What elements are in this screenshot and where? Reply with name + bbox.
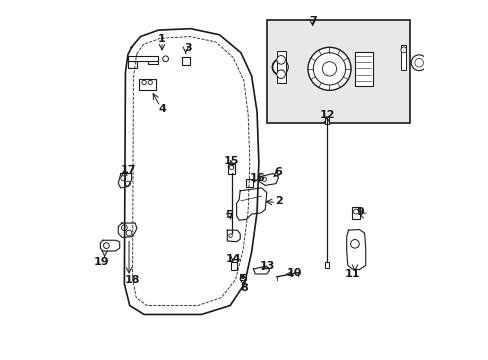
Polygon shape [236,188,266,220]
Bar [228,164,234,174]
Text: 11: 11 [345,269,360,279]
Text: 15: 15 [223,156,239,166]
Bar [324,117,328,124]
Text: 6: 6 [274,167,282,177]
Circle shape [276,70,285,78]
Bar [324,262,328,268]
Text: 18: 18 [124,275,140,285]
Circle shape [241,275,244,279]
Polygon shape [346,229,365,270]
Text: 17: 17 [120,165,136,175]
Text: 9: 9 [355,207,363,217]
Circle shape [276,55,285,64]
Text: 1: 1 [158,35,165,44]
Polygon shape [100,240,120,251]
Bar [400,45,406,70]
Polygon shape [118,223,137,237]
Circle shape [414,58,423,67]
Bar [354,51,372,86]
Bar [240,274,245,280]
Bar [266,21,409,123]
Bar [182,57,189,65]
Text: 19: 19 [93,257,109,267]
Text: 16: 16 [249,173,264,183]
Bar [139,79,156,90]
Polygon shape [259,174,278,185]
Bar [128,61,137,68]
Text: 10: 10 [285,267,301,278]
Circle shape [438,72,441,75]
Polygon shape [118,174,131,188]
Circle shape [322,62,336,76]
Bar [147,57,158,64]
Text: 5: 5 [225,210,233,220]
Bar [276,51,285,83]
Text: 4: 4 [158,104,165,114]
Circle shape [410,55,426,71]
Circle shape [307,47,350,90]
Text: 8: 8 [240,283,247,293]
Circle shape [435,69,445,78]
Text: 3: 3 [184,43,192,53]
Text: 2: 2 [274,196,282,206]
Circle shape [431,64,448,82]
Circle shape [313,53,345,85]
Text: 7: 7 [308,17,316,27]
Bar [246,179,253,187]
Bar [230,262,237,270]
Text: 14: 14 [225,254,241,264]
Bar [351,207,359,220]
Polygon shape [227,230,240,242]
Text: 12: 12 [319,110,334,120]
Polygon shape [253,266,269,274]
Circle shape [400,47,406,53]
Circle shape [272,59,287,75]
Bar [128,56,158,61]
Text: 13: 13 [260,261,275,271]
